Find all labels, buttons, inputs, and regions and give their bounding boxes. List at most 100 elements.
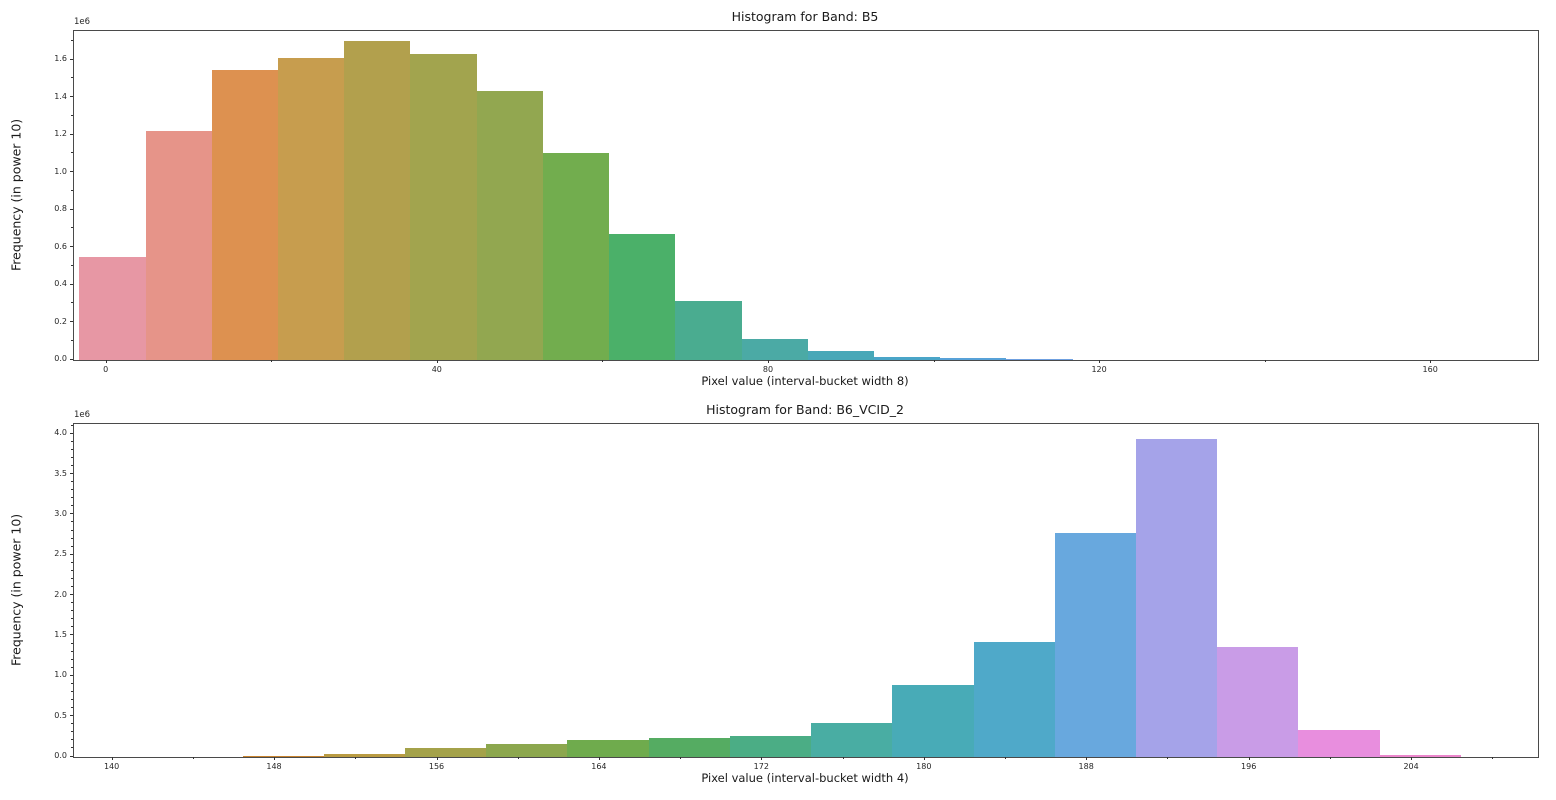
y-minor-tick-mark <box>71 682 73 684</box>
chart-title: Histogram for Band: B5 <box>731 8 879 24</box>
x-axis-label: Pixel value (interval-bucket width 8) <box>701 373 909 388</box>
histogram-bar <box>1135 439 1218 757</box>
histogram-bar <box>277 57 345 360</box>
x-minor-tick-mark <box>1264 359 1266 362</box>
histogram-bar <box>211 69 278 360</box>
y-minor-tick-mark <box>71 227 73 229</box>
y-minor-tick-mark <box>71 618 73 620</box>
y-tick-label: 0.6 <box>54 241 67 251</box>
histogram-bar <box>145 130 212 360</box>
x-tick-mark <box>768 359 769 363</box>
y-minor-tick-mark <box>71 152 73 154</box>
y-minor-tick-mark <box>71 586 73 587</box>
y-minor-tick-mark <box>71 456 73 458</box>
histogram-bar <box>811 723 893 757</box>
y-tick-mark <box>69 553 73 555</box>
x-tick-label: 0 <box>103 364 109 374</box>
y-minor-tick-mark <box>71 440 73 442</box>
y-tick-label: 2.0 <box>54 589 67 599</box>
x-minor-tick-mark <box>355 756 357 759</box>
histogram-bar <box>486 744 568 757</box>
y-tick-label: 1.2 <box>54 129 67 138</box>
y-minor-tick-mark <box>71 77 73 79</box>
x-tick-mark <box>436 359 438 363</box>
x-tick-label: 40 <box>431 364 442 374</box>
y-tick-mark <box>69 321 73 322</box>
y-minor-tick-mark <box>71 302 73 304</box>
x-tick-mark <box>1099 359 1101 363</box>
y-minor-tick-mark <box>71 505 73 507</box>
y-tick-mark <box>69 755 73 757</box>
y-tick-label: 3.0 <box>54 508 67 518</box>
x-tick-label: 80 <box>762 364 774 374</box>
y-minor-tick-mark <box>71 481 73 482</box>
y-tick-mark <box>69 432 73 434</box>
histogram-bar <box>1054 532 1136 757</box>
x-minor-tick-mark <box>842 756 844 759</box>
y-minor-tick-mark <box>71 545 73 547</box>
x-tick-label: 180 <box>916 761 932 771</box>
x-tick-label: 164 <box>591 761 607 771</box>
x-tick-mark <box>598 756 600 760</box>
x-minor-tick-mark <box>933 359 935 362</box>
x-tick-mark <box>761 756 763 760</box>
histogram-bar <box>323 754 405 757</box>
y-tick-label: 1.0 <box>54 166 67 176</box>
y-minor-tick-mark <box>71 723 73 725</box>
histogram-bar <box>410 53 477 360</box>
histogram-bar <box>404 747 487 757</box>
y-minor-tick-mark <box>71 114 73 116</box>
y-minor-tick-mark <box>71 731 73 733</box>
y-tick-mark <box>69 715 73 717</box>
y-tick-mark <box>69 283 73 285</box>
y-tick-mark <box>69 594 73 595</box>
y-axis-label: Frequency (in power 10) <box>8 117 24 271</box>
y-minor-tick-mark <box>71 699 73 700</box>
plot-area <box>73 422 1539 758</box>
x-tick-label: 120 <box>1091 364 1107 374</box>
y-minor-tick-mark <box>71 521 73 523</box>
y-minor-tick-mark <box>71 602 73 604</box>
y-tick-mark <box>69 634 73 636</box>
histogram-bar <box>675 301 742 360</box>
histogram-bar <box>940 358 1007 360</box>
plot-area <box>73 29 1539 361</box>
y-tick-label: 1.5 <box>54 629 67 639</box>
y-minor-tick-mark <box>71 561 73 563</box>
x-minor-tick-mark <box>680 756 682 759</box>
x-tick-mark <box>1248 756 1250 760</box>
histogram-bar <box>542 153 610 360</box>
y-minor-tick-mark <box>71 626 73 628</box>
x-minor-tick-mark <box>271 359 273 362</box>
y-tick-mark <box>69 674 73 676</box>
y-tick-label: 0.4 <box>54 279 67 288</box>
histogram-bar <box>892 685 974 757</box>
y-minor-tick-mark <box>71 264 73 266</box>
y-axis-offset-text: 1e6 <box>74 409 91 420</box>
y-tick-label: 0.0 <box>54 751 67 760</box>
y-tick-mark <box>69 513 73 515</box>
histogram-bar <box>1298 729 1380 757</box>
y-minor-tick-mark <box>71 690 73 692</box>
x-tick-mark <box>111 756 113 760</box>
histogram-bar <box>242 755 324 757</box>
x-tick-label: 196 <box>1241 761 1257 771</box>
x-tick-label: 188 <box>1078 761 1094 771</box>
y-minor-tick-mark <box>71 658 73 660</box>
y-tick-mark <box>69 171 73 172</box>
x-minor-tick-mark <box>1005 756 1006 759</box>
y-minor-tick-mark <box>71 666 73 668</box>
y-minor-tick-mark <box>71 610 73 612</box>
y-tick-label: 1.4 <box>54 91 67 101</box>
x-minor-tick-mark <box>602 359 604 362</box>
histogram-bar <box>1217 646 1299 757</box>
x-tick-label: 204 <box>1403 761 1419 771</box>
histogram-bar <box>1006 358 1073 360</box>
x-tick-label: 148 <box>266 761 282 771</box>
y-tick-label: 3.5 <box>54 468 67 478</box>
x-tick-label: 156 <box>428 761 445 771</box>
x-minor-tick-mark <box>1167 756 1169 759</box>
x-tick-mark <box>923 756 925 760</box>
y-minor-tick-mark <box>71 529 73 531</box>
